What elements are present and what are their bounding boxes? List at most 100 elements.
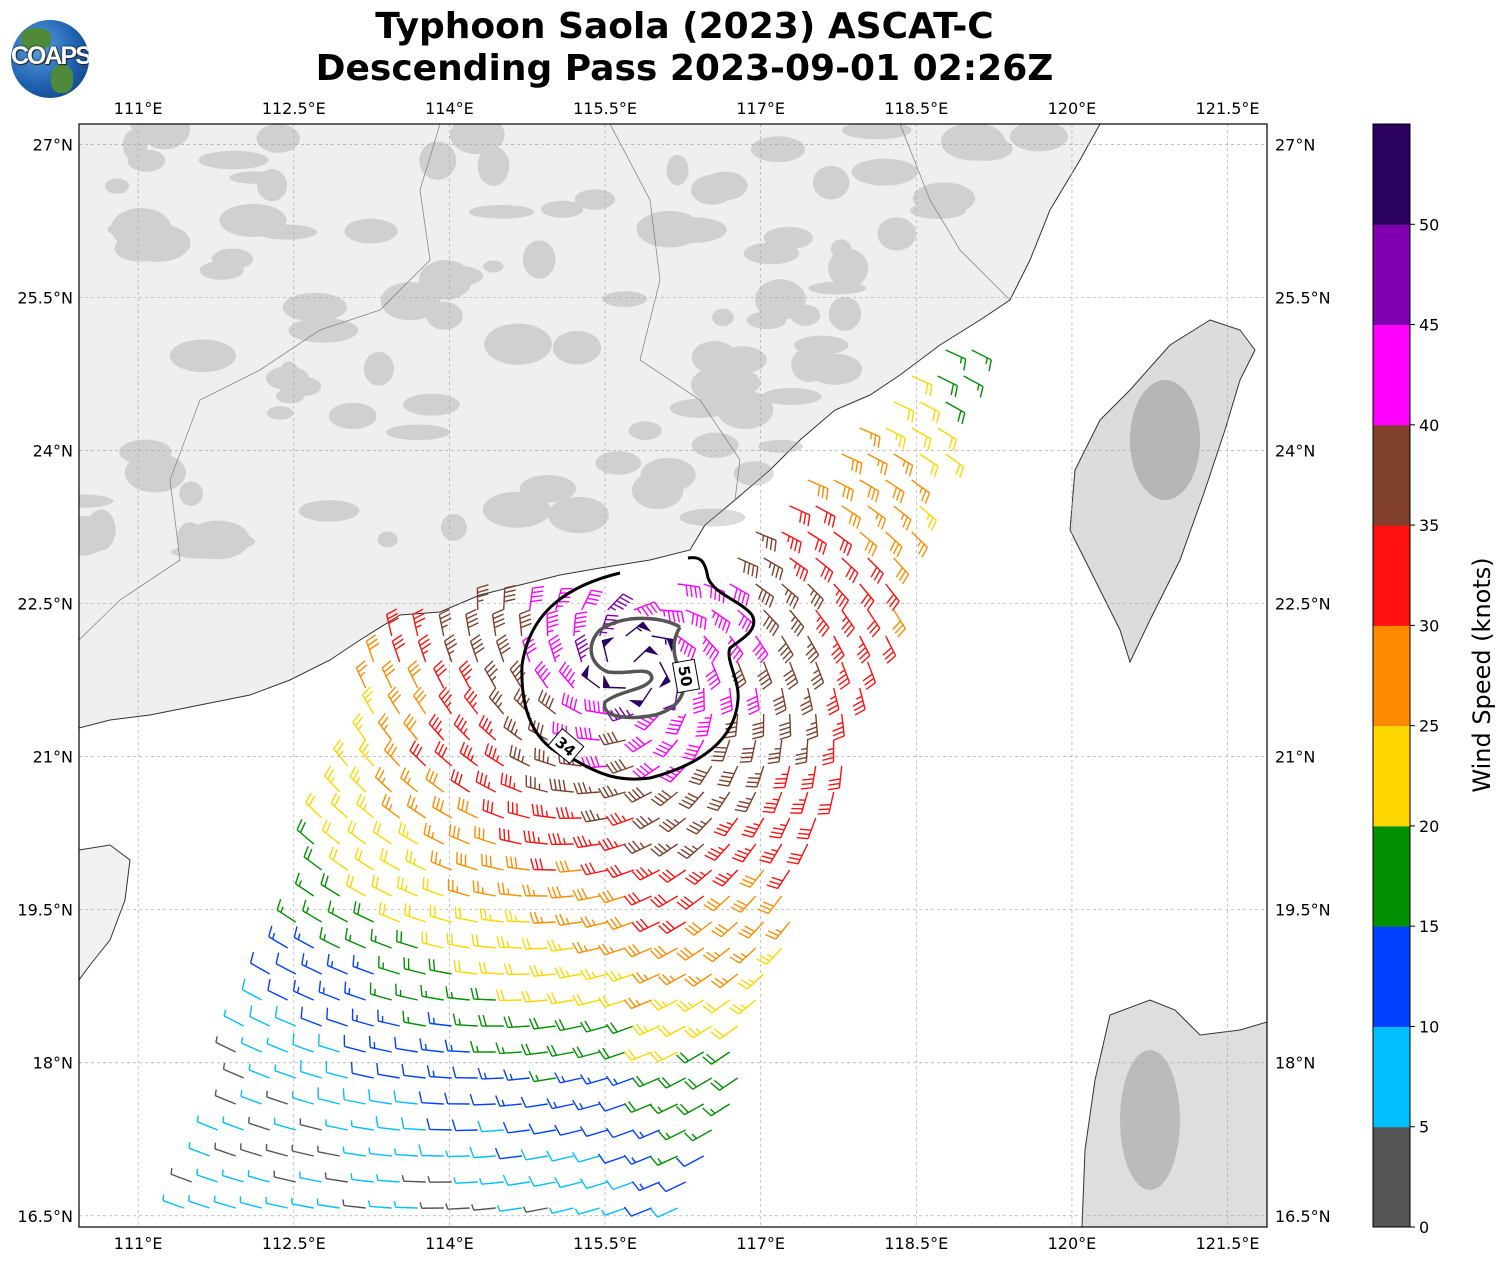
wind-barb [828, 765, 843, 791]
wind-barb [324, 765, 341, 793]
wind-barb [605, 1127, 634, 1139]
wind-barb [783, 661, 799, 690]
title-line-2: Descending Pass 2023-09-01 02:26Z [315, 48, 1054, 89]
wind-barb [762, 609, 780, 637]
wind-barb [769, 817, 791, 839]
terrain-patch [79, 530, 98, 549]
wind-barb [381, 660, 396, 689]
wind-barb [737, 557, 759, 579]
wind-barb [572, 941, 600, 954]
wind-barb [495, 1042, 522, 1055]
terrain-patch [209, 533, 256, 550]
wind-barb [521, 990, 548, 1003]
wind-barb [293, 926, 315, 949]
wind-barb [423, 822, 445, 845]
wind-barb [852, 687, 866, 716]
wind-barb [678, 791, 705, 810]
wind-barb [581, 664, 601, 689]
terrain-patch [403, 393, 460, 416]
wind-barb [484, 743, 505, 767]
wind-barb [710, 1025, 739, 1040]
hainan-land [79, 844, 131, 981]
wind-barb [757, 895, 783, 915]
wind-barb [477, 1120, 504, 1133]
wind-barb [649, 999, 679, 1011]
wind-barb [597, 943, 626, 956]
terrain-patch [288, 318, 359, 343]
wind-barb [597, 837, 626, 852]
wind-barb [344, 981, 366, 1001]
wind-barb [333, 739, 349, 767]
terrain-patch [631, 471, 684, 510]
wind-barb [454, 906, 478, 923]
wind-barb [376, 1174, 400, 1183]
wind-barb [393, 1090, 418, 1105]
colorbar-tick: 20 [1419, 817, 1439, 836]
wind-barb [786, 843, 809, 865]
wind-barb [502, 584, 516, 611]
wind-barb [509, 744, 531, 767]
wind-barb [759, 843, 783, 864]
terrain-patch [716, 390, 774, 430]
terrain-patch [256, 169, 288, 202]
wind-barb [859, 531, 878, 557]
wind-barb [574, 1207, 600, 1215]
terrain-patch [723, 370, 761, 395]
wind-barb [836, 661, 851, 690]
wind-barb [963, 375, 984, 398]
terrain-shading [79, 124, 1068, 560]
wind-barb [266, 1090, 288, 1105]
wind-barb [478, 961, 504, 975]
wind-barb [267, 979, 288, 1001]
wind-barb [296, 819, 315, 845]
wind-barb [631, 972, 660, 984]
wind-barb [892, 609, 906, 638]
wind-barb [396, 929, 418, 949]
wind-barb [579, 1178, 608, 1190]
wind-barb [342, 1088, 366, 1105]
wind-barb [658, 973, 687, 986]
terrain-patch [828, 248, 869, 288]
wind-barb [418, 1091, 444, 1105]
wind-barb [572, 1099, 600, 1111]
wind-barb [494, 1147, 522, 1160]
wind-barb [453, 959, 478, 975]
terrain-patch [595, 451, 642, 475]
terrain-patch [344, 218, 398, 244]
wind-barb [420, 984, 444, 1001]
wind-barb [471, 934, 496, 949]
wind-barb [276, 898, 297, 923]
wind-barb [221, 1169, 244, 1183]
wind-barb [859, 583, 875, 611]
wind-barb [294, 872, 315, 897]
wind-barb [434, 740, 453, 767]
wind-barb [367, 1200, 392, 1209]
lon-tick-top: 117°E [736, 99, 785, 118]
wind-barb [781, 583, 799, 610]
wind-barb [729, 947, 757, 964]
wind-barb [403, 713, 419, 741]
colorbar-tick: 45 [1419, 316, 1439, 335]
wind-barb [528, 1017, 556, 1030]
colorbar-frame [1372, 123, 1411, 1228]
colorbar-bin [1373, 1126, 1410, 1228]
terrain-patch [679, 508, 746, 527]
wind-barb [893, 401, 915, 423]
wind-barb [817, 791, 835, 815]
lat-tick-right: 16.5°N [1275, 1207, 1331, 1226]
wind-barb [778, 713, 792, 741]
wind-barb [554, 1019, 582, 1032]
china-land [79, 124, 1101, 729]
terrain-patch [940, 124, 1006, 161]
wind-barb [546, 610, 559, 637]
wind-barb [240, 1036, 262, 1053]
wind-barb [522, 884, 548, 897]
lat-tick-left: 18°N [33, 1054, 73, 1073]
wind-barb [605, 1075, 634, 1087]
wind-barb [409, 740, 427, 767]
wind-barb [375, 1116, 400, 1131]
terrain-patch [1009, 124, 1068, 152]
wind-barb [523, 830, 548, 845]
terrain-patch [482, 491, 551, 528]
wind-barb [528, 1175, 556, 1188]
